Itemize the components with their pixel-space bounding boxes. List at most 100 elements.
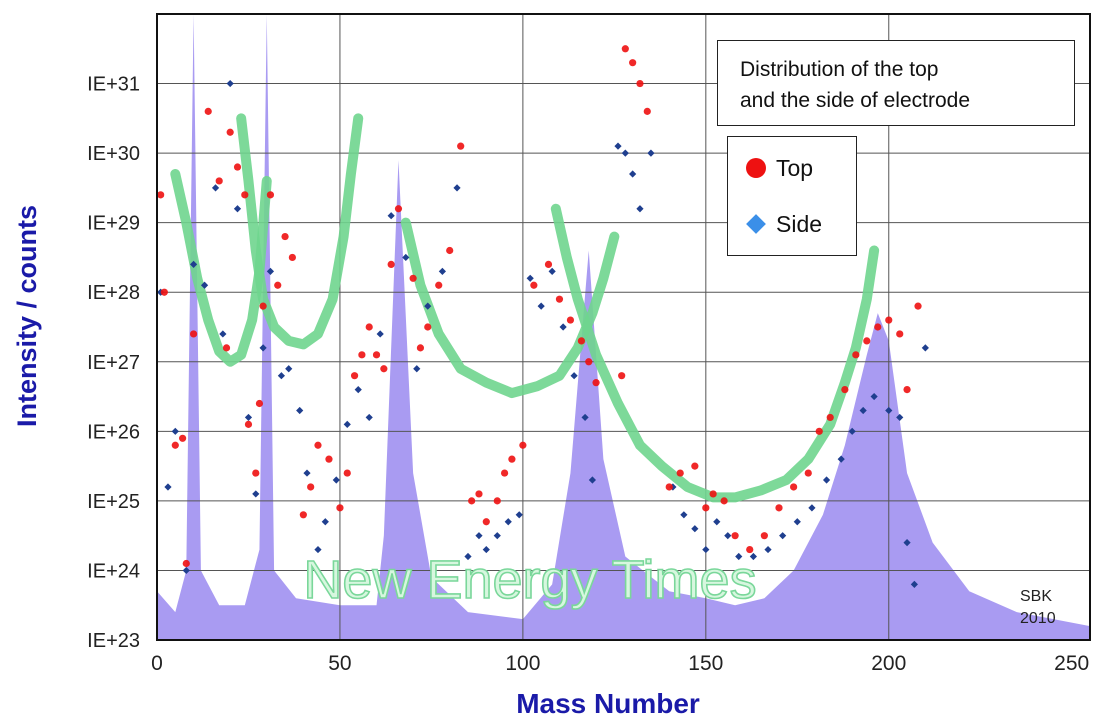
top-point [299,511,307,519]
side-point [259,344,267,352]
side-point [570,372,578,380]
x-tick-label: 0 [151,652,163,675]
top-point [204,107,212,115]
side-point [354,386,362,394]
top-point [222,344,231,352]
side-point [793,518,801,526]
side-point [387,212,395,220]
y-tick-label: IE+25 [87,491,140,513]
top-point [252,469,260,477]
watermark-layer: New Energy Times [303,549,758,611]
side-point [749,552,757,561]
watermark: New Energy Times [303,550,756,610]
top-point [874,323,882,331]
top-point [903,386,911,394]
top-point [343,469,351,477]
side-point [482,545,490,554]
credit: SBK 2010 [1020,586,1056,630]
side-point [691,525,699,533]
side-point [764,545,772,554]
y-tick-label: IE+28 [87,282,140,304]
side-point [921,344,929,352]
chart-title-line-2: and the side of electrode [740,89,970,112]
side-point [515,511,523,519]
side-point [903,539,911,547]
side-point [848,427,856,435]
side-point [896,413,904,422]
top-point [720,497,728,505]
y-tick-label: IE+27 [87,352,140,374]
y-tick-label: IE+29 [87,213,140,235]
side-point [808,504,816,512]
top-point [233,163,242,171]
top-point [896,330,904,338]
credit-author: SBK [1020,588,1053,605]
top-point [885,316,893,324]
side-point [702,545,710,554]
top-point [914,302,922,310]
plot-frame [156,13,1091,641]
side-point [189,260,198,268]
side-point [277,372,285,380]
highlight-curve-3 [400,217,620,399]
side-point [244,413,253,422]
top-point [409,274,417,282]
top-point [157,191,165,199]
top-point [179,434,187,442]
side-point [859,406,867,415]
side-point [413,365,421,373]
top-point [618,372,626,380]
side-point [822,476,831,484]
side-point [526,274,534,282]
legend-label-top: Top [776,154,814,181]
peak-area [157,14,1090,640]
side-point [296,406,304,415]
legend: Top Side [727,136,857,256]
legend-item-side: Side [746,209,822,239]
side-point [164,483,172,491]
top-point [621,45,629,53]
side-point [614,142,622,150]
side-point [735,552,743,561]
top-point [446,246,454,255]
top-point [380,365,388,373]
top-point [226,128,234,136]
side-point [493,532,501,540]
side-point [171,427,179,435]
top-point [358,351,366,359]
y-tick-label: IE+31 [87,74,140,96]
top-point [274,281,282,289]
side-point [837,455,845,463]
top-point [731,532,739,540]
top-point [544,260,553,268]
top-point [804,469,812,477]
side-point [779,532,787,540]
side-point [713,518,721,526]
chart-title-line-1: Distribution of the top [740,58,939,81]
top-point [416,344,425,352]
top-point [676,469,684,477]
top-point [790,483,798,491]
top-point [592,379,600,387]
x-tick-label: 50 [328,652,351,675]
top-point [160,288,168,296]
side-point [910,580,918,588]
top-point [350,372,359,380]
side-point [870,392,878,401]
x-tick-label: 150 [688,652,723,675]
side-point [453,184,461,192]
top-point [259,302,267,310]
top-point [394,205,403,213]
side-point [314,545,322,554]
side-point [321,518,329,526]
side-point [537,302,545,310]
top-point [189,330,198,338]
top-point [643,107,651,115]
side-point [200,281,209,289]
top-point [182,559,190,568]
top-point [852,351,860,359]
top-point [435,281,443,289]
side-point [211,184,220,192]
side-point [885,406,893,415]
